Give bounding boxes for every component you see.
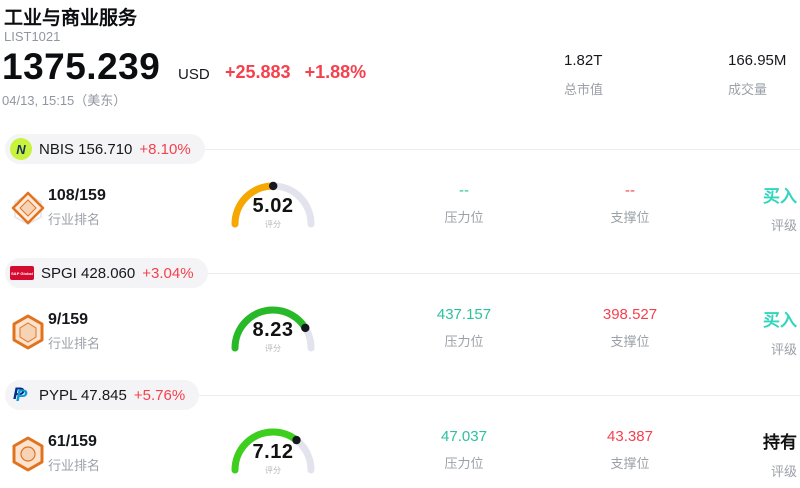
resistance-col: -- 压力位	[394, 182, 534, 226]
ticker-pill-spgi[interactable]: S&P Global SPGI 428.060 +3.04%	[5, 258, 208, 288]
sector-code: LIST1021	[4, 29, 61, 44]
support-label: 支撑位	[610, 334, 650, 349]
volume-stat: 166.95M 成交量	[728, 52, 786, 98]
resistance-col: 437.157 压力位	[394, 306, 534, 350]
stock-row-spgi: S&P Global SPGI 428.060 +3.04% 9/159 行业排…	[0, 258, 800, 382]
score-gauge: 5.02 评分	[228, 174, 318, 236]
ticker-change: +3.04%	[142, 264, 194, 282]
market-cap-value: 1.82T	[564, 52, 603, 69]
support-value: --	[625, 182, 635, 199]
sector-price: 1375.239	[2, 46, 161, 87]
market-cap-label: 总市值	[564, 82, 604, 97]
industry-rank-label: 行业排名	[48, 336, 101, 351]
rank-badge-icon	[11, 191, 45, 225]
volume-value: 166.95M	[728, 52, 787, 69]
resistance-value: 47.037	[441, 428, 487, 445]
ticker-price: NBIS 156.710	[39, 140, 133, 158]
industry-rank-label: 行业排名	[48, 458, 101, 473]
score-label: 评分	[265, 466, 281, 475]
nebius-logo-icon: N	[10, 138, 32, 160]
support-value: 398.527	[602, 306, 658, 323]
ticker-change: +8.10%	[139, 140, 191, 158]
score-label: 评分	[265, 344, 281, 353]
support-col: 398.527 支撑位	[560, 306, 700, 350]
resistance-col: 47.037 压力位	[394, 428, 534, 472]
stock-row-nbis: N NBIS 156.710 +8.10% 108/159 行业排名 5.02 …	[0, 134, 800, 258]
score-gauge: 7.12 评分	[228, 420, 318, 482]
divider	[207, 272, 800, 274]
support-label: 支撑位	[610, 456, 650, 471]
change-percent: +1.88%	[304, 62, 367, 82]
resistance-label: 压力位	[444, 210, 484, 225]
rating-label: 评级	[770, 464, 797, 479]
price-change: +25.883 +1.88%	[225, 62, 380, 83]
page-title: 工业与商业服务	[4, 8, 138, 29]
support-col: 43.387 支撑位	[560, 428, 700, 472]
ticker-change: +5.76%	[133, 386, 186, 404]
industry-rank: 9/159	[48, 311, 89, 328]
rank-badge-icon	[12, 436, 44, 472]
rating-col: 买入 评级	[707, 306, 797, 358]
divider	[204, 148, 800, 150]
rating-label: 评级	[770, 342, 797, 357]
rating-value: 买入	[763, 311, 797, 330]
rating-value: 买入	[763, 187, 797, 206]
ticker-pill-nbis[interactable]: N NBIS 156.710 +8.10%	[5, 134, 205, 164]
rating-col: 持有 评级	[707, 428, 797, 480]
rank-badge-icon	[12, 314, 44, 350]
ticker-pill-pypl[interactable]: P P PYPL 47.845 +5.76%	[5, 380, 200, 410]
ticker-price: SPGI 428.060	[41, 264, 136, 282]
market-cap-stat: 1.82T 总市值	[564, 52, 603, 98]
paypal-logo-icon: P P	[13, 384, 28, 405]
rating-col: 买入 评级	[707, 182, 797, 234]
stock-row-pypl: P P PYPL 47.845 +5.76% 61/159 行业排名 7.12 …	[0, 380, 800, 488]
support-value: 43.387	[607, 428, 653, 445]
divider	[199, 394, 800, 396]
industry-rank-label: 行业排名	[48, 212, 101, 227]
ticker-price: PYPL 47.845	[39, 386, 127, 404]
score-value: 5.02	[252, 195, 294, 217]
volume-label: 成交量	[728, 82, 768, 97]
resistance-value: 437.157	[436, 306, 492, 323]
resistance-label: 压力位	[444, 456, 484, 471]
quote-timestamp: 04/13, 15:15（美东）	[2, 93, 127, 108]
currency-label: USD	[178, 66, 210, 83]
support-col: -- 支撑位	[560, 182, 700, 226]
score-label: 评分	[265, 220, 281, 229]
change-value: +25.883	[225, 62, 291, 82]
support-label: 支撑位	[610, 210, 650, 225]
resistance-label: 压力位	[444, 334, 484, 349]
resistance-value: --	[459, 182, 469, 199]
score-gauge: 8.23 评分	[228, 298, 318, 360]
rating-label: 评级	[770, 218, 797, 233]
industry-rank: 61/159	[48, 433, 97, 450]
score-value: 8.23	[252, 319, 294, 341]
score-value: 7.12	[252, 441, 294, 463]
rating-value: 持有	[763, 433, 797, 452]
industry-rank: 108/159	[48, 187, 106, 204]
sp-global-logo-icon: S&P Global	[10, 266, 34, 280]
